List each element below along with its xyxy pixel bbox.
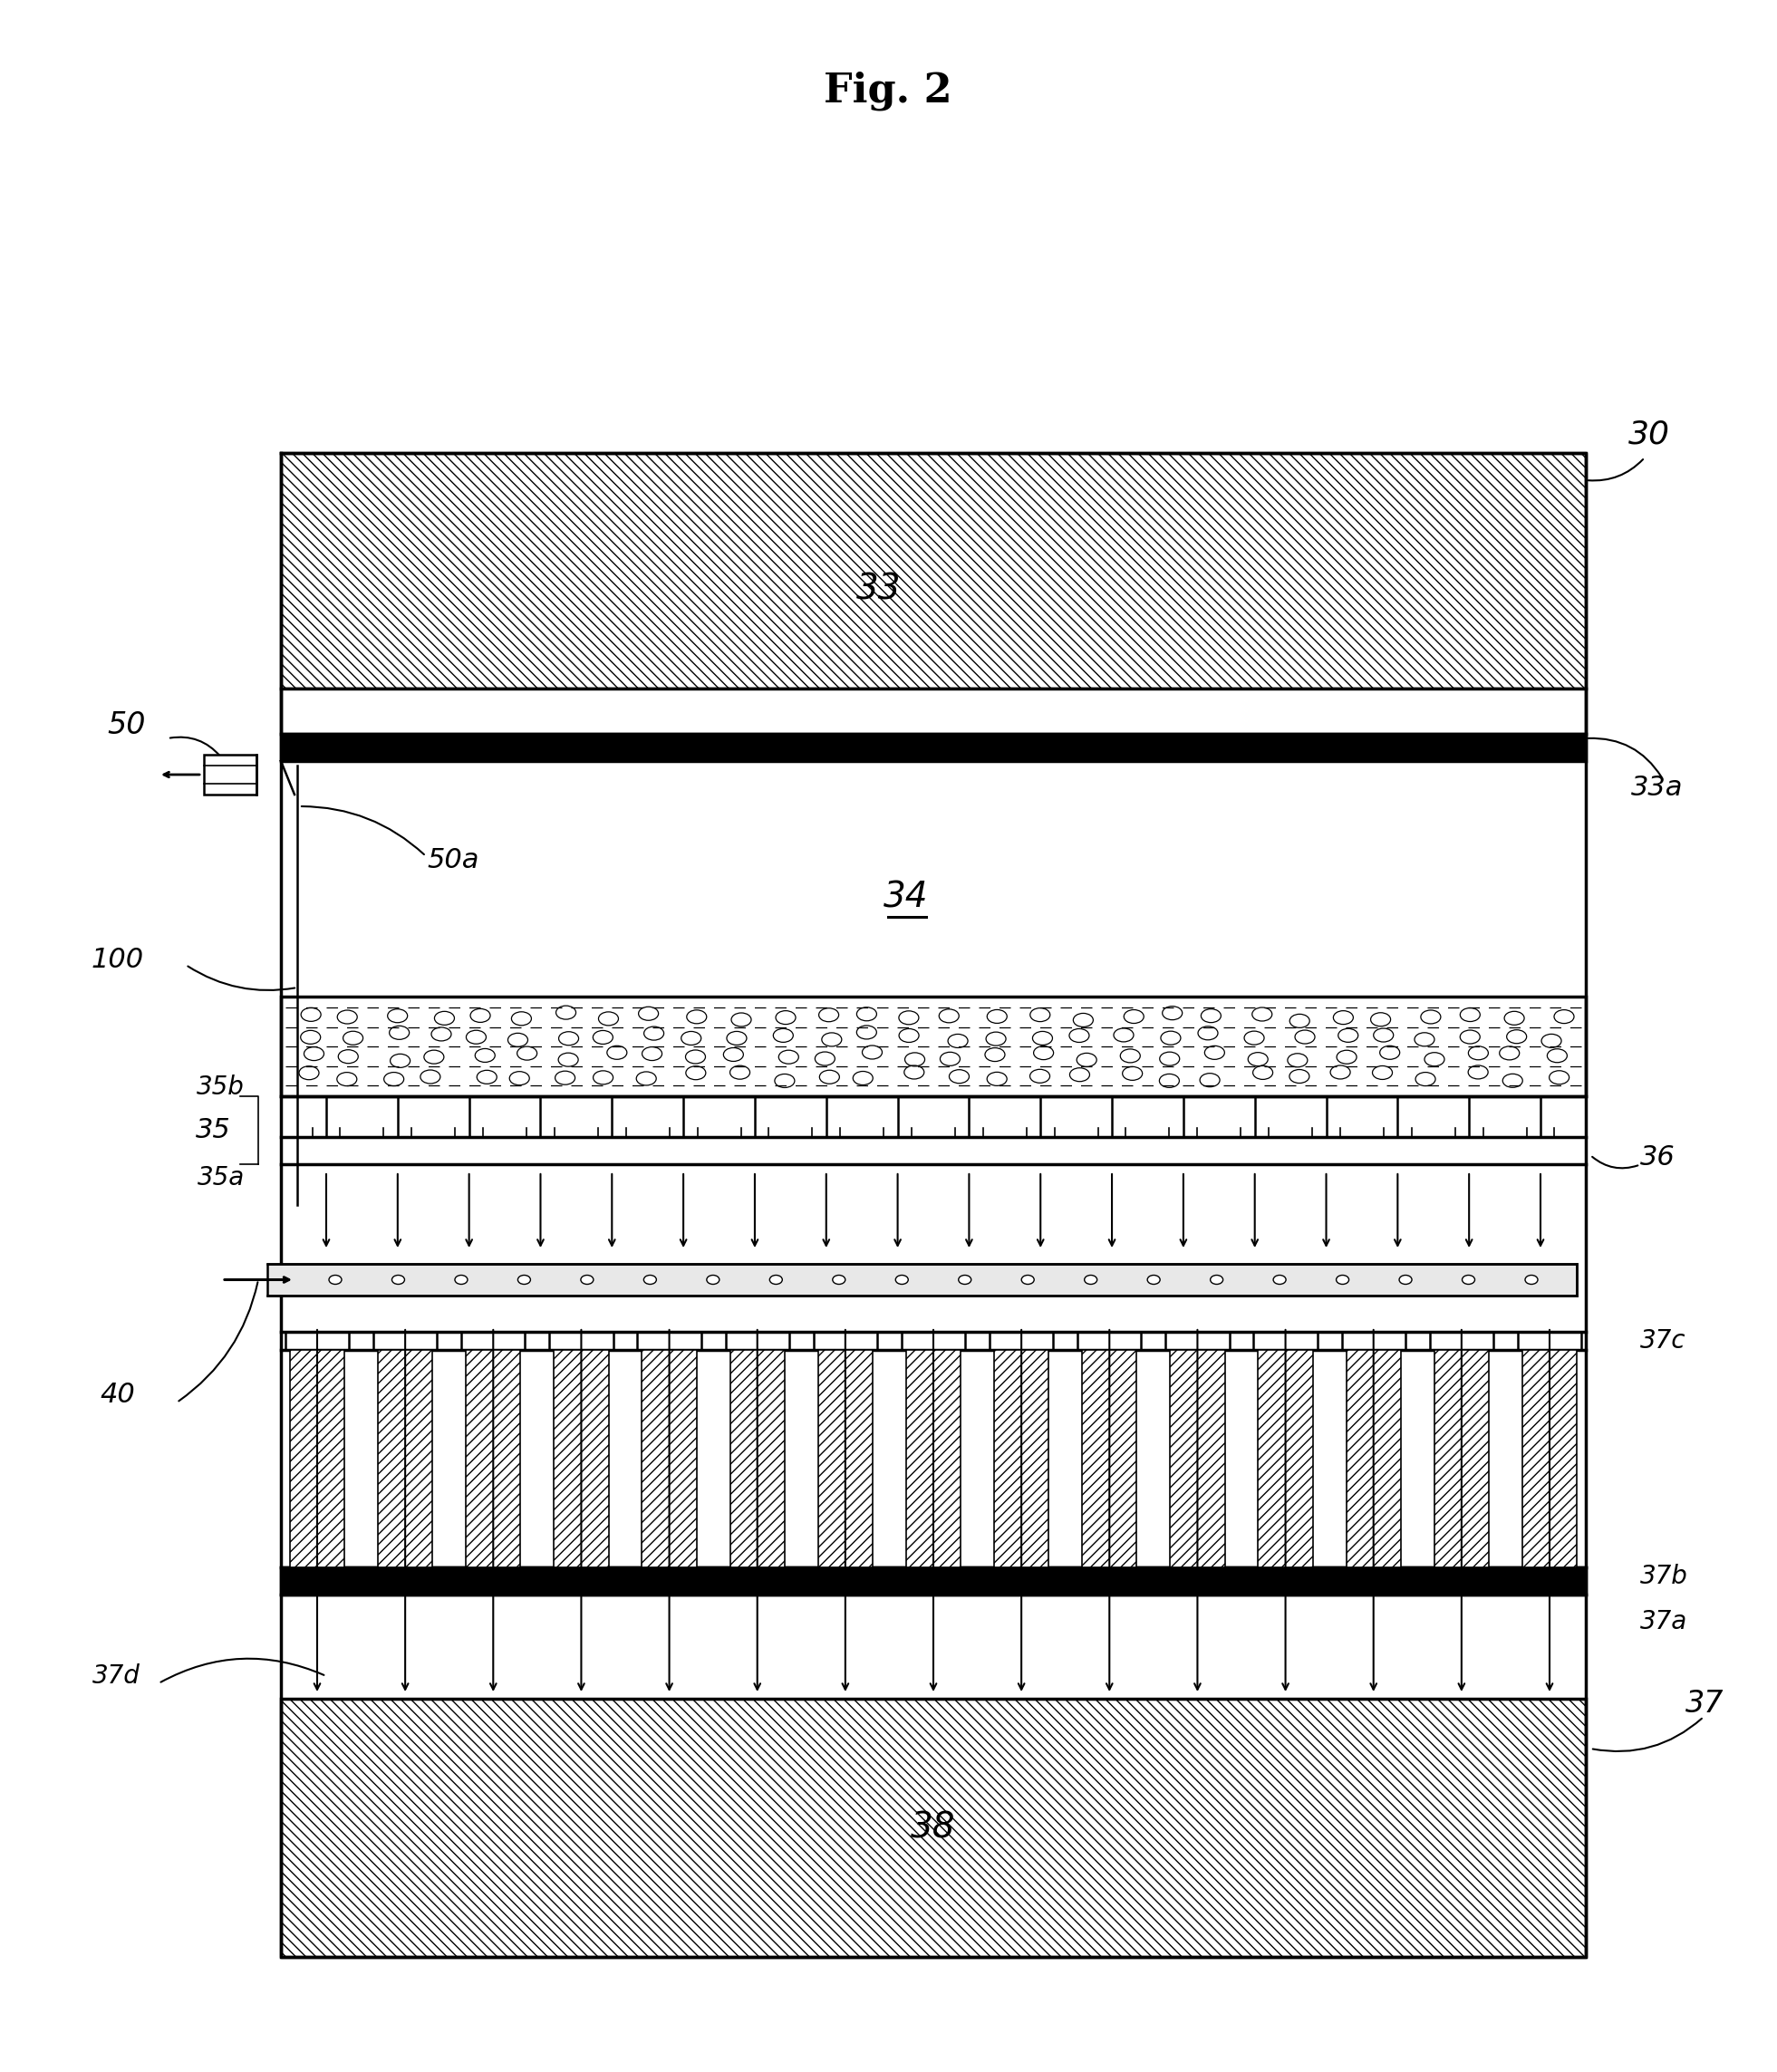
Ellipse shape [581, 1274, 594, 1285]
Bar [281, 688, 1585, 733]
Text: 35: 35 [195, 1117, 231, 1144]
Bar [817, 1351, 873, 1566]
Bar [1169, 1351, 1224, 1566]
Ellipse shape [833, 1274, 846, 1285]
Ellipse shape [958, 1274, 972, 1285]
Bar [730, 1351, 785, 1566]
Text: 34: 34 [883, 881, 929, 914]
Bar [466, 1351, 521, 1566]
Bar [1082, 1351, 1137, 1566]
Text: 35b: 35b [197, 1075, 245, 1100]
Text: 50a: 50a [426, 847, 480, 874]
Text: 37: 37 [1685, 1689, 1724, 1718]
Text: Fig. 2: Fig. 2 [825, 70, 952, 110]
Ellipse shape [769, 1274, 782, 1285]
Ellipse shape [643, 1274, 656, 1285]
Bar [1347, 1351, 1400, 1566]
Bar [204, 754, 256, 794]
Text: 37d: 37d [92, 1664, 140, 1689]
Bar [554, 1351, 608, 1566]
Text: 33a: 33a [1631, 775, 1683, 802]
Text: 35a: 35a [197, 1164, 245, 1191]
Text: 36: 36 [1640, 1144, 1676, 1171]
Bar [379, 1351, 432, 1566]
Ellipse shape [1398, 1274, 1413, 1285]
Bar [993, 1351, 1048, 1566]
Ellipse shape [1210, 1274, 1223, 1285]
Text: 100: 100 [91, 947, 144, 974]
Ellipse shape [707, 1274, 720, 1285]
Text: 37a: 37a [1640, 1610, 1688, 1635]
Ellipse shape [329, 1274, 341, 1285]
Text: 33: 33 [857, 572, 901, 607]
Bar [281, 454, 1585, 688]
Text: 30: 30 [1628, 419, 1670, 450]
Text: 37c: 37c [1640, 1328, 1686, 1353]
Text: 38: 38 [912, 1811, 956, 1844]
Ellipse shape [896, 1274, 908, 1285]
Bar [1523, 1351, 1576, 1566]
Text: 37b: 37b [1640, 1564, 1688, 1589]
Bar [281, 1566, 1585, 1595]
Ellipse shape [517, 1274, 531, 1285]
Text: 40: 40 [100, 1382, 135, 1409]
Ellipse shape [1084, 1274, 1096, 1285]
Bar [281, 1699, 1585, 1956]
Bar [906, 1351, 961, 1566]
Ellipse shape [1525, 1274, 1537, 1285]
Bar [1434, 1351, 1489, 1566]
Bar [281, 997, 1585, 1096]
Bar [267, 1264, 1576, 1295]
Bar [641, 1351, 697, 1566]
Ellipse shape [1274, 1274, 1287, 1285]
Bar [1258, 1351, 1313, 1566]
Text: 50: 50 [108, 711, 146, 740]
Ellipse shape [393, 1274, 405, 1285]
Ellipse shape [1148, 1274, 1160, 1285]
Ellipse shape [1022, 1274, 1034, 1285]
Ellipse shape [1462, 1274, 1475, 1285]
Bar [290, 1351, 345, 1566]
Ellipse shape [1336, 1274, 1349, 1285]
Bar [281, 733, 1585, 760]
Ellipse shape [455, 1274, 467, 1285]
